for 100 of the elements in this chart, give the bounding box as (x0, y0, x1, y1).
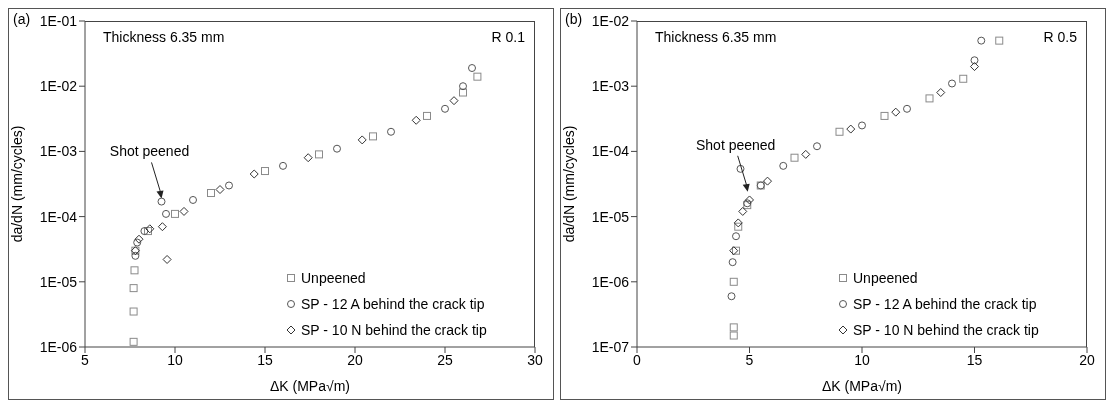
annotation: R 0.1 (490, 29, 525, 45)
point (738, 206, 748, 216)
point (729, 323, 738, 332)
y-tick-label: 1E-02 (39, 78, 78, 95)
point (130, 266, 139, 275)
x-tick-label: 0 (633, 351, 642, 368)
point (449, 96, 459, 106)
x-tick-label: 20 (1079, 351, 1095, 368)
point (441, 104, 449, 113)
point (315, 150, 323, 159)
y-tick-label: 1E-04 (39, 208, 78, 225)
point (303, 153, 313, 163)
point (779, 161, 788, 170)
point (736, 164, 745, 173)
point (728, 258, 737, 267)
point (468, 64, 476, 73)
x-axis-title: ΔK (MPa√m) (269, 378, 351, 394)
point (903, 104, 911, 113)
x-axis-title: ΔK (MPa√m) (821, 378, 903, 394)
y-tick-label: 1E-05 (591, 208, 630, 225)
y-tick-label: 1E-03 (591, 78, 630, 95)
point (249, 169, 259, 179)
point (790, 153, 799, 162)
point (459, 82, 467, 91)
annotation: Shot peened (696, 136, 776, 153)
x-tick-label: 20 (347, 351, 363, 368)
point (801, 149, 811, 159)
point (129, 337, 138, 346)
point (369, 132, 377, 141)
point (732, 232, 740, 241)
point (423, 111, 431, 120)
point (835, 127, 844, 136)
point (858, 121, 866, 130)
point (215, 185, 225, 195)
y-tick-label: 1E-05 (39, 273, 78, 290)
point (357, 135, 367, 145)
point (734, 222, 743, 231)
point (387, 127, 395, 136)
y-tick-label: 1E-01 (39, 12, 78, 29)
annotation: Thickness 6.35 mm (655, 29, 777, 45)
y-tick-label: 1E-07 (591, 338, 630, 355)
point (959, 74, 968, 83)
point (225, 181, 233, 190)
point (157, 222, 167, 232)
legend-label: SP - 12 A behind the crack tip (301, 296, 485, 312)
point (134, 234, 144, 244)
point (729, 277, 738, 286)
point (459, 88, 467, 97)
annotation: Shot peened (109, 143, 190, 160)
point (970, 62, 979, 72)
y-axis-title: da/dN (mm/cycles) (8, 125, 25, 243)
x-tick-label: 15 (966, 351, 983, 368)
chart-title: (b) (565, 11, 583, 27)
y-tick-label: 1E-06 (39, 338, 78, 355)
x-tick-label: 15 (257, 351, 273, 368)
legend-label: SP - 10 N behind the crack tip (301, 322, 487, 338)
point (189, 195, 197, 204)
y-tick-label: 1E-04 (591, 143, 630, 160)
point (995, 36, 1004, 45)
point (727, 292, 736, 301)
point (279, 161, 287, 170)
point (729, 331, 738, 340)
point (333, 144, 341, 153)
legend-label: Unpeened (853, 270, 918, 286)
point (157, 197, 166, 206)
point (880, 111, 889, 120)
point (179, 206, 189, 216)
x-tick-label: 10 (854, 351, 870, 368)
point (948, 79, 956, 88)
x-tick-label: 5 (81, 351, 90, 368)
legend-label: SP - 12 A behind the crack tip (853, 296, 1037, 312)
point (129, 307, 138, 316)
point (970, 56, 979, 65)
point (925, 94, 934, 103)
y-axis-title: da/dN (mm/cycles) (560, 125, 577, 243)
point (171, 209, 179, 218)
point (846, 124, 856, 134)
point (473, 72, 482, 81)
point (977, 36, 986, 45)
point (131, 251, 140, 260)
legend-label: Unpeened (301, 270, 366, 286)
point (733, 218, 743, 228)
legend-label: SP - 10 N behind the crack tip (853, 322, 1039, 338)
point (891, 107, 901, 117)
annotation: R 0.5 (1042, 29, 1077, 45)
chart-title: (a) (13, 11, 31, 27)
x-tick-label: 25 (437, 351, 453, 368)
point (813, 142, 821, 151)
point (745, 195, 754, 205)
annotation: Thickness 6.35 mm (103, 29, 225, 45)
y-tick-label: 1E-02 (591, 12, 630, 29)
point (411, 115, 421, 125)
x-tick-label: 30 (527, 351, 543, 368)
point (162, 254, 172, 264)
point (133, 238, 142, 247)
x-tick-label: 10 (167, 351, 183, 368)
point (129, 284, 138, 293)
y-tick-label: 1E-06 (591, 273, 630, 290)
x-tick-label: 5 (745, 351, 754, 368)
point (162, 209, 170, 218)
